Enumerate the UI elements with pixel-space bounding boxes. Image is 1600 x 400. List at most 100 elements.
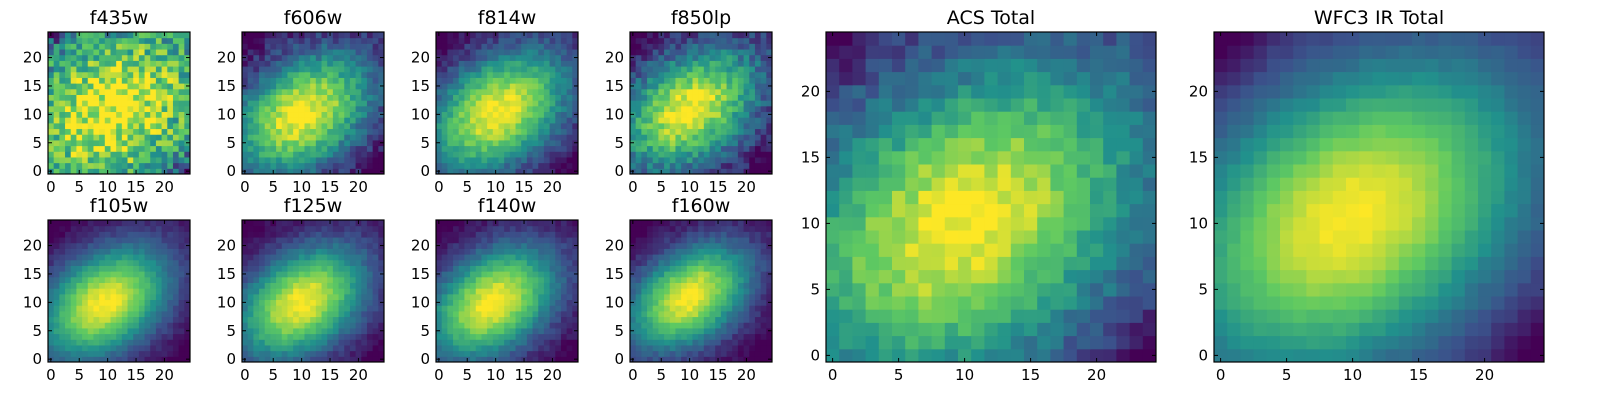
heatmap-cell <box>498 77 505 84</box>
heatmap-cell <box>304 305 311 312</box>
heatmap-cell <box>327 83 334 90</box>
heatmap-cell <box>737 111 745 118</box>
heatmap-cell <box>436 265 443 272</box>
heatmap-cell <box>178 322 185 329</box>
heatmap-cell <box>647 43 654 50</box>
heatmap-cell <box>475 156 482 164</box>
heatmap-cell <box>338 322 345 329</box>
heatmap-cell <box>76 265 83 272</box>
heatmap-cell <box>270 310 277 318</box>
heatmap-cell <box>321 333 328 340</box>
heatmap-cell <box>121 220 129 227</box>
heatmap-cell <box>504 259 511 266</box>
heatmap-cell <box>87 145 94 152</box>
heatmap-cell <box>259 265 266 272</box>
heatmap-cell <box>144 128 151 135</box>
heatmap-cell <box>754 293 762 301</box>
heatmap-cell <box>133 145 140 152</box>
heatmap-cell <box>293 49 300 56</box>
heatmap-cell <box>264 156 271 164</box>
heatmap-cell <box>521 242 528 249</box>
heatmap-cell <box>76 43 83 50</box>
heatmap-cell <box>487 259 494 266</box>
heatmap-cell <box>675 293 682 301</box>
heatmap-cell <box>686 276 693 283</box>
heatmap-cell <box>538 237 545 244</box>
heatmap-cell <box>247 88 254 95</box>
heatmap-cell <box>121 60 129 67</box>
heatmap-cell <box>167 322 174 329</box>
heatmap-cell <box>681 293 688 301</box>
heatmap-cell <box>104 293 111 301</box>
heatmap-cell <box>481 322 488 329</box>
heatmap-cell <box>264 151 271 158</box>
heatmap-cell <box>441 88 448 95</box>
heatmap-cell <box>161 248 168 255</box>
heatmap-cell <box>270 54 277 61</box>
heatmap-cell <box>53 259 60 266</box>
heatmap-cell <box>743 83 750 90</box>
heatmap-cell <box>293 339 300 346</box>
heatmap-cell <box>321 145 328 152</box>
heatmap-cell <box>304 49 311 56</box>
heatmap-cell <box>487 288 494 295</box>
heatmap-cell <box>504 37 511 44</box>
heatmap-cell <box>242 288 249 295</box>
heatmap-cell <box>48 333 55 340</box>
heatmap-cell <box>372 32 379 39</box>
heatmap-cell <box>332 327 340 335</box>
heatmap-cell <box>532 271 539 278</box>
heatmap-cell <box>144 344 151 352</box>
heatmap-cell <box>167 117 174 124</box>
heatmap-cell <box>247 299 254 306</box>
heatmap-cell <box>509 134 517 141</box>
heatmap-cell <box>549 43 556 50</box>
heatmap-cell <box>116 220 123 227</box>
heatmap-cell <box>87 339 94 346</box>
heatmap-cell <box>93 32 100 39</box>
heatmap-cell <box>293 100 300 107</box>
heatmap-cell <box>321 265 328 272</box>
heatmap-cell <box>675 288 682 295</box>
heatmap-cell <box>332 333 340 340</box>
heatmap-cell <box>344 305 351 312</box>
heatmap-cell <box>344 350 351 357</box>
heatmap-cell <box>749 339 756 346</box>
heatmap-cell <box>447 71 454 78</box>
y-tick-label: 0 <box>420 162 430 180</box>
heatmap-cell <box>566 66 573 73</box>
heatmap-cell <box>521 117 528 124</box>
heatmap-cell <box>167 77 174 84</box>
heatmap-cell <box>441 333 448 340</box>
heatmap-cell <box>664 271 671 278</box>
heatmap-cell <box>378 322 385 329</box>
heatmap-cell <box>104 259 111 266</box>
heatmap-cell <box>133 105 140 113</box>
heatmap-cell <box>709 100 716 107</box>
heatmap-cell <box>669 344 676 352</box>
heatmap-cell <box>184 71 191 78</box>
axes-frame <box>241 219 385 363</box>
heatmap-cell <box>470 117 477 124</box>
heatmap-cell <box>566 225 573 232</box>
heatmap-cell <box>453 54 460 61</box>
heatmap-cell <box>161 88 168 95</box>
heatmap-cell <box>259 66 266 73</box>
heatmap-cell <box>543 111 551 118</box>
heatmap-cell <box>76 83 83 90</box>
heatmap-cell <box>726 49 733 56</box>
heatmap-cell <box>760 60 767 67</box>
heatmap-cell <box>53 231 60 238</box>
heatmap-cell <box>647 128 654 135</box>
heatmap-cell <box>526 83 534 90</box>
heatmap-cell <box>138 310 146 318</box>
heatmap-cell <box>647 316 654 323</box>
heatmap-cell <box>161 282 168 289</box>
heatmap-cell <box>766 162 773 169</box>
heatmap-cell <box>93 350 100 357</box>
heatmap-cell <box>766 32 773 39</box>
heatmap-cell <box>298 60 305 67</box>
heatmap-cell <box>344 168 351 175</box>
heatmap-cell <box>498 60 505 67</box>
heatmap-cell <box>76 139 83 147</box>
